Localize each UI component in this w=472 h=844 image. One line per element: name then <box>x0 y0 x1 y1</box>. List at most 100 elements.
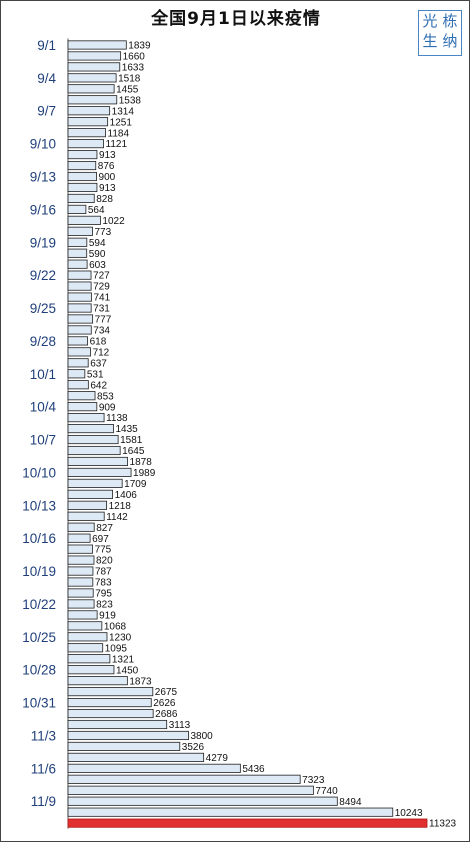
data-label: 1450 <box>116 665 139 676</box>
bar <box>67 128 106 138</box>
y-tick-label: 9/28 <box>30 334 56 349</box>
bar <box>67 752 205 762</box>
data-label: 729 <box>93 282 110 293</box>
data-label: 1538 <box>119 95 142 106</box>
y-tick-label: 9/22 <box>30 268 56 283</box>
bar <box>67 610 98 620</box>
data-label: 10243 <box>395 808 423 819</box>
data-label: 1121 <box>106 139 128 150</box>
data-label: 618 <box>90 337 107 348</box>
data-label: 5436 <box>242 764 265 775</box>
data-label: 775 <box>95 545 112 556</box>
bar <box>67 204 87 214</box>
data-label: 531 <box>87 369 104 380</box>
seal-char: 生 <box>422 32 438 50</box>
bar <box>67 270 92 280</box>
y-tick-label: 10/4 <box>30 400 57 415</box>
data-label: 727 <box>93 271 110 282</box>
data-label: 1660 <box>123 52 146 63</box>
data-label: 731 <box>93 304 110 315</box>
bar <box>67 577 94 587</box>
bar <box>67 248 88 258</box>
data-label: 1633 <box>122 63 145 74</box>
data-label: 876 <box>98 161 115 172</box>
bar <box>67 456 128 467</box>
bar <box>67 687 154 697</box>
bar <box>67 708 154 719</box>
data-label: 919 <box>99 611 116 622</box>
data-label: 2626 <box>153 698 176 709</box>
y-tick-label: 9/13 <box>30 170 56 185</box>
bar <box>67 643 104 653</box>
data-label: 1873 <box>129 676 152 687</box>
bar <box>67 654 111 664</box>
y-tick-label: 11/3 <box>31 728 56 743</box>
bar <box>67 150 98 160</box>
data-label: 913 <box>99 150 116 161</box>
y-tick-label: 9/25 <box>30 301 56 316</box>
y-tick-label: 10/7 <box>30 433 56 448</box>
chart-title: 全国9月1日以来疫情 <box>151 9 321 29</box>
bar <box>67 665 115 675</box>
bar <box>67 336 88 346</box>
data-label: 7323 <box>302 775 325 786</box>
bar <box>67 588 94 598</box>
bar <box>67 555 95 565</box>
data-label: 1645 <box>122 446 145 457</box>
bar <box>67 544 93 554</box>
bar <box>67 182 98 193</box>
data-label: 697 <box>92 534 109 545</box>
bar <box>67 698 152 708</box>
bar <box>67 62 121 72</box>
bar <box>67 117 109 127</box>
bar <box>67 402 98 412</box>
data-label: 1138 <box>106 413 128 424</box>
data-label: 2686 <box>155 709 178 720</box>
data-label: 637 <box>90 358 107 369</box>
data-label: 712 <box>93 347 110 358</box>
bar <box>67 73 117 83</box>
data-label: 913 <box>99 183 116 194</box>
bar <box>67 818 428 828</box>
bar <box>67 500 108 510</box>
data-label: 1435 <box>116 424 139 435</box>
y-tick-label: 9/16 <box>30 202 56 217</box>
bar <box>67 599 95 609</box>
data-label: 1184 <box>108 128 130 139</box>
data-label: 1142 <box>106 512 128 523</box>
data-label: 820 <box>96 556 113 567</box>
y-tick-label: 10/22 <box>22 597 56 612</box>
data-label: 1068 <box>104 621 127 632</box>
bar <box>67 391 96 401</box>
data-label: 828 <box>96 194 113 205</box>
data-label: 1251 <box>110 117 133 128</box>
y-tick-label: 9/1 <box>37 38 56 53</box>
bar <box>67 139 104 149</box>
bar <box>67 522 95 532</box>
y-tick-label: 10/13 <box>22 498 56 513</box>
bar <box>67 467 132 477</box>
y-tick-label: 11/6 <box>31 761 56 776</box>
data-label: 795 <box>95 589 112 600</box>
data-label: 1581 <box>120 435 143 446</box>
data-label: 900 <box>99 172 116 183</box>
y-tick-label: 9/19 <box>30 235 56 250</box>
data-label: 1518 <box>118 73 141 84</box>
y-tick-label: 9/4 <box>37 71 56 86</box>
data-label: 1878 <box>130 457 153 468</box>
bar <box>67 380 89 390</box>
bar <box>67 369 86 379</box>
data-label: 1709 <box>124 479 147 490</box>
data-label: 823 <box>96 600 113 611</box>
bar <box>67 719 168 730</box>
seal-char: 光 <box>422 12 438 30</box>
data-label: 777 <box>95 315 112 326</box>
bar <box>67 511 105 521</box>
y-tick-label: 10/1 <box>30 367 56 382</box>
data-label: 8494 <box>339 797 362 808</box>
data-label: 590 <box>89 249 106 260</box>
bar <box>67 215 101 225</box>
bar <box>67 807 394 817</box>
